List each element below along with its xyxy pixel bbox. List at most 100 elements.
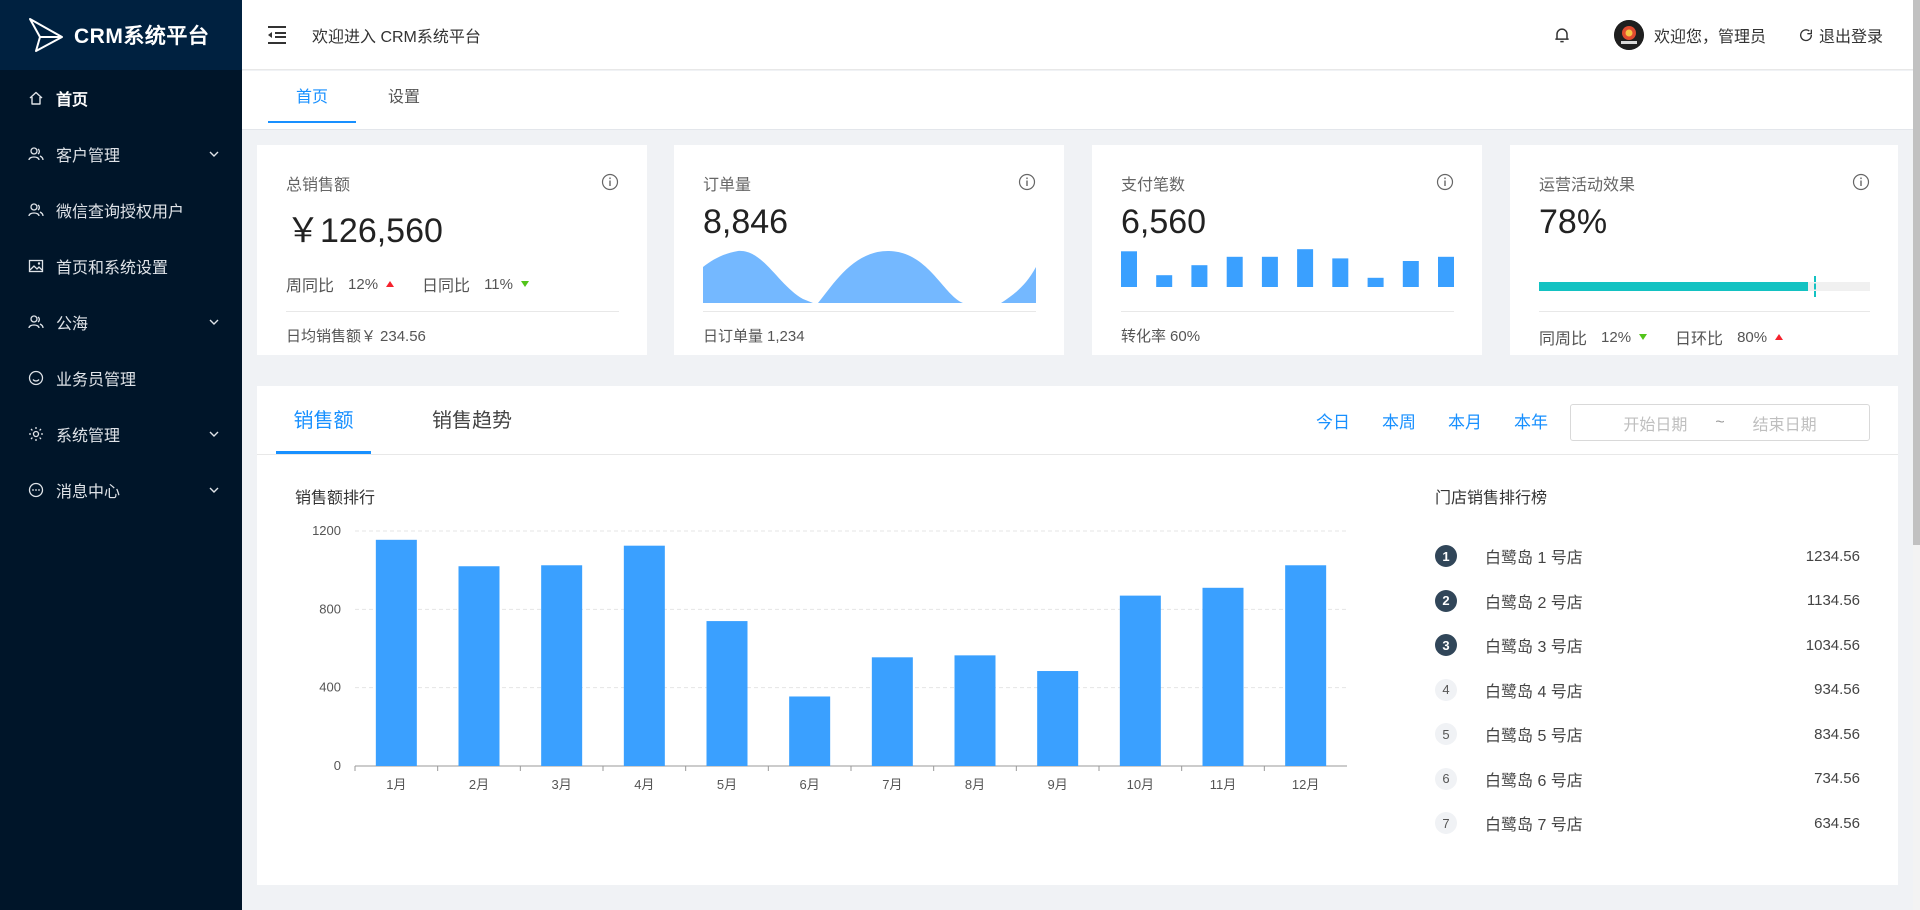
store-name: 白鹭岛 3 号店 (1485, 639, 1583, 657)
y-tick-label: 400 (319, 680, 341, 695)
sidebar-item-3[interactable]: 首页和系统设置 (0, 238, 242, 294)
caret-down-icon (1639, 334, 1648, 340)
sidebar-item-4[interactable]: 公海 (0, 294, 242, 350)
tab-sales[interactable]: 销售额 (276, 386, 371, 454)
caret-up-icon (1775, 334, 1784, 340)
chevron-down-icon (209, 151, 219, 157)
scrollbar-thumb[interactable] (1913, 0, 1920, 545)
payments-card: 支付笔数 6,560 转化率 60% (1092, 145, 1482, 355)
x-tick-label: 12月 (1292, 777, 1319, 792)
mini-bar (1332, 258, 1349, 287)
footer-value: 234.56 (380, 328, 426, 345)
date-separator: ~ (1715, 413, 1725, 431)
store-name: 白鹭岛 5 号店 (1485, 728, 1583, 746)
list-item: 7 白鹭岛 7 号店 634.56 (1435, 801, 1860, 846)
range-link-1[interactable]: 本周 (1382, 412, 1416, 432)
sidebar-item-label: 公海 (56, 316, 89, 333)
date-range-picker[interactable]: 开始日期 ~ 结束日期 (1570, 404, 1870, 441)
chart-bar[interactable] (1202, 587, 1244, 766)
header-actions: 欢迎您，管理员 退出登录 (1552, 0, 1883, 70)
sidebar-item-label: 系统管理 (56, 428, 121, 445)
sidebar-item-label: 客户管理 (56, 148, 121, 165)
sidebar-item-label: 首页 (56, 92, 89, 109)
divider (1539, 311, 1870, 312)
mini-bar (1402, 261, 1419, 287)
wow-label: 同周比 (1539, 331, 1588, 348)
rank-badge: 7 (1435, 812, 1457, 835)
chart-bar[interactable] (375, 539, 417, 766)
info-icon[interactable] (1018, 173, 1036, 191)
store-sales: 934.56 (1814, 681, 1860, 699)
logout-button[interactable]: 退出登录 (1798, 23, 1883, 47)
range-link-2[interactable]: 本月 (1448, 412, 1482, 432)
divider (703, 311, 1036, 312)
store-sales: 834.56 (1814, 725, 1860, 743)
bell-icon[interactable] (1552, 25, 1572, 45)
orders-area-chart (703, 250, 1036, 303)
gear-icon (28, 426, 44, 442)
chart-bar[interactable] (706, 621, 748, 766)
footer-value: 1,234 (767, 328, 805, 345)
info-icon[interactable] (1436, 173, 1454, 191)
panel-tabs: 销售额 销售趋势 今日 本周 本月 本年 开始日期 ~ 结束日期 (257, 386, 1898, 455)
info-icon[interactable] (601, 173, 619, 191)
divider (286, 311, 619, 312)
range-link-3[interactable]: 本年 (1514, 412, 1548, 432)
sidebar-item-7[interactable]: 消息中心 (0, 462, 242, 518)
sales-bar-chart: 0 400 800 1200 1月 2月 3月 4月 5月 6月 7月 8月 9月 10月 11月 12月 (312, 523, 1347, 792)
card-title: 总销售额 (286, 177, 351, 194)
caret-down-icon (520, 281, 529, 287)
card-value: ￥126,560 (286, 212, 443, 250)
chart-bar[interactable] (623, 545, 665, 766)
y-tick-label: 1200 (312, 523, 341, 538)
chart-bar[interactable] (458, 566, 500, 766)
x-tick-label: 1月 (386, 777, 406, 792)
sales-panel: 销售额 销售趋势 今日 本周 本月 本年 开始日期 ~ 结束日期 销售额排行 0 400… (257, 386, 1898, 885)
mini-bar (1156, 275, 1173, 287)
rank-badge: 3 (1435, 634, 1457, 657)
mini-bar (1297, 249, 1314, 287)
chart-bar[interactable] (1285, 565, 1327, 766)
chart-bar[interactable] (1037, 671, 1079, 766)
list-item: 5 白鹭岛 5 号店 834.56 (1435, 712, 1860, 757)
dod-value: 80% (1737, 328, 1768, 346)
rank-badge: 6 (1435, 767, 1457, 790)
x-tick-label: 6月 (800, 777, 820, 792)
chevron-down-icon (209, 487, 219, 493)
sidebar-item-5[interactable]: 业务员管理 (0, 350, 242, 406)
page-scrollbar[interactable] (1913, 0, 1920, 910)
sidebar-menu: 首页客户管理微信查询授权用户 首页和系统设置公海业务员管理系统管理消息中心 (0, 70, 242, 518)
x-tick-label: 5月 (717, 777, 737, 792)
info-icon[interactable] (1852, 173, 1870, 191)
chart-bar[interactable] (541, 565, 583, 766)
chart-bar[interactable] (789, 696, 831, 766)
y-tick-label: 800 (319, 601, 341, 616)
tab-settings[interactable]: 设置 (387, 89, 420, 106)
sidebar-item-0[interactable]: 首页 (0, 70, 242, 126)
sidebar: CRM系统平台 首页客户管理微信查询授权用户 首页和系统设置公海业务员管理系统管理… (0, 0, 242, 910)
card-footer: 日均销售额￥ 234.56 (286, 325, 426, 346)
chart-bar[interactable] (954, 655, 996, 766)
mini-bar (1438, 256, 1454, 287)
menu-fold-icon[interactable] (264, 22, 290, 48)
start-date-input[interactable]: 开始日期 (1623, 416, 1688, 434)
sales-card: 总销售额 ￥126,560 周同比 12% 日同比 11% 日均销售额￥ 234.… (257, 145, 647, 355)
x-tick-label: 10月 (1127, 777, 1154, 792)
x-tick-label: 2月 (469, 777, 489, 792)
header: 欢迎进入 CRM系统平台 欢迎您，管理员 退出登录 (242, 0, 1913, 70)
avatar[interactable] (1613, 20, 1644, 50)
logo[interactable]: CRM系统平台 (0, 0, 242, 70)
chart-bar[interactable] (1119, 595, 1161, 766)
sidebar-item-1[interactable]: 客户管理 (0, 126, 242, 182)
range-link-0[interactable]: 今日 (1316, 412, 1350, 432)
rank-badge: 2 (1435, 589, 1457, 612)
sidebar-item-6[interactable]: 系统管理 (0, 406, 242, 462)
tab-sales-trend[interactable]: 销售趋势 (432, 410, 512, 432)
logout-icon (1800, 29, 1812, 42)
rank-badge: 5 (1435, 723, 1457, 746)
tab-home[interactable]: 首页 (268, 71, 356, 123)
footer-value: 60% (1170, 328, 1201, 345)
sidebar-item-2[interactable]: 微信查询授权用户 (0, 182, 242, 238)
end-date-input[interactable]: 结束日期 (1752, 416, 1817, 434)
chart-bar[interactable] (871, 657, 913, 766)
